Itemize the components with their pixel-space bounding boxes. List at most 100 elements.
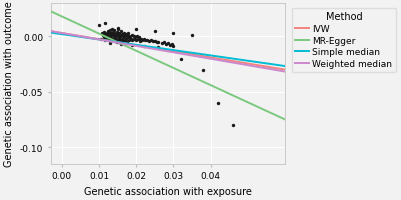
Point — [144, 39, 150, 42]
Point — [104, 37, 111, 40]
Point — [154, 41, 160, 44]
Point — [105, 31, 112, 34]
Point — [115, 41, 122, 44]
X-axis label: Genetic association with exposure: Genetic association with exposure — [84, 186, 252, 196]
Point — [124, 34, 130, 38]
Point — [96, 25, 102, 28]
Point — [114, 27, 121, 30]
Point — [139, 39, 145, 42]
Point — [105, 38, 112, 41]
Point — [101, 33, 108, 37]
Point — [101, 22, 108, 26]
Point — [104, 30, 111, 33]
Point — [111, 29, 117, 32]
Point — [113, 38, 119, 41]
Point — [155, 41, 162, 44]
Point — [133, 39, 140, 42]
Point — [100, 31, 107, 34]
Point — [111, 33, 118, 37]
Point — [123, 33, 129, 37]
Point — [118, 39, 125, 42]
Point — [116, 32, 123, 35]
Point — [142, 39, 149, 42]
Point — [170, 32, 176, 35]
Point — [200, 69, 206, 72]
Point — [103, 36, 109, 39]
Point — [189, 34, 195, 38]
Point — [113, 32, 119, 35]
Point — [121, 37, 128, 40]
Point — [125, 37, 131, 40]
Point — [170, 45, 176, 49]
Y-axis label: Genetic association with outcome: Genetic association with outcome — [4, 2, 14, 166]
Point — [132, 37, 139, 40]
Point — [114, 39, 121, 42]
Point — [133, 28, 140, 31]
Point — [129, 39, 136, 42]
Point — [135, 38, 141, 41]
Point — [99, 34, 106, 38]
Point — [109, 33, 115, 37]
Point — [131, 38, 138, 41]
Point — [104, 32, 110, 35]
Point — [137, 40, 143, 43]
Point — [106, 36, 113, 39]
Point — [99, 32, 105, 35]
Point — [121, 32, 127, 35]
Point — [124, 41, 130, 44]
Point — [122, 36, 128, 39]
Point — [110, 31, 116, 34]
Point — [164, 42, 171, 45]
Point — [103, 38, 110, 41]
Point — [118, 30, 125, 33]
Point — [112, 40, 118, 43]
Point — [113, 31, 120, 34]
Point — [114, 28, 121, 31]
Point — [130, 36, 137, 39]
Point — [107, 37, 113, 40]
Point — [129, 34, 135, 38]
Point — [107, 34, 113, 38]
Point — [105, 33, 111, 37]
Point — [120, 34, 126, 38]
Point — [103, 34, 110, 38]
Point — [111, 36, 117, 39]
Point — [120, 40, 126, 43]
Point — [115, 33, 122, 37]
Point — [152, 30, 158, 33]
Point — [129, 44, 136, 48]
Point — [127, 37, 133, 40]
Point — [113, 41, 120, 44]
Point — [109, 38, 116, 41]
Point — [146, 40, 152, 43]
Point — [140, 38, 147, 41]
Point — [108, 38, 114, 41]
Legend: IVW, MR-Egger, Simple median, Weighted median: IVW, MR-Egger, Simple median, Weighted m… — [292, 9, 396, 72]
Point — [126, 39, 132, 42]
Point — [126, 36, 132, 39]
Point — [107, 42, 113, 45]
Point — [106, 39, 113, 42]
Point — [134, 36, 140, 39]
Point — [108, 32, 114, 35]
Point — [118, 36, 125, 39]
Point — [112, 37, 118, 40]
Point — [107, 29, 113, 32]
Point — [109, 39, 115, 42]
Point — [114, 36, 121, 39]
Point — [155, 47, 162, 50]
Point — [215, 102, 221, 105]
Point — [128, 38, 134, 41]
Point — [119, 33, 125, 37]
Point — [100, 37, 107, 40]
Point — [230, 124, 236, 127]
Point — [168, 43, 175, 46]
Point — [140, 45, 147, 49]
Point — [123, 38, 130, 41]
Point — [101, 39, 108, 42]
Point — [109, 34, 116, 38]
Point — [152, 40, 158, 43]
Point — [150, 40, 156, 43]
Point — [119, 38, 126, 41]
Point — [148, 39, 154, 42]
